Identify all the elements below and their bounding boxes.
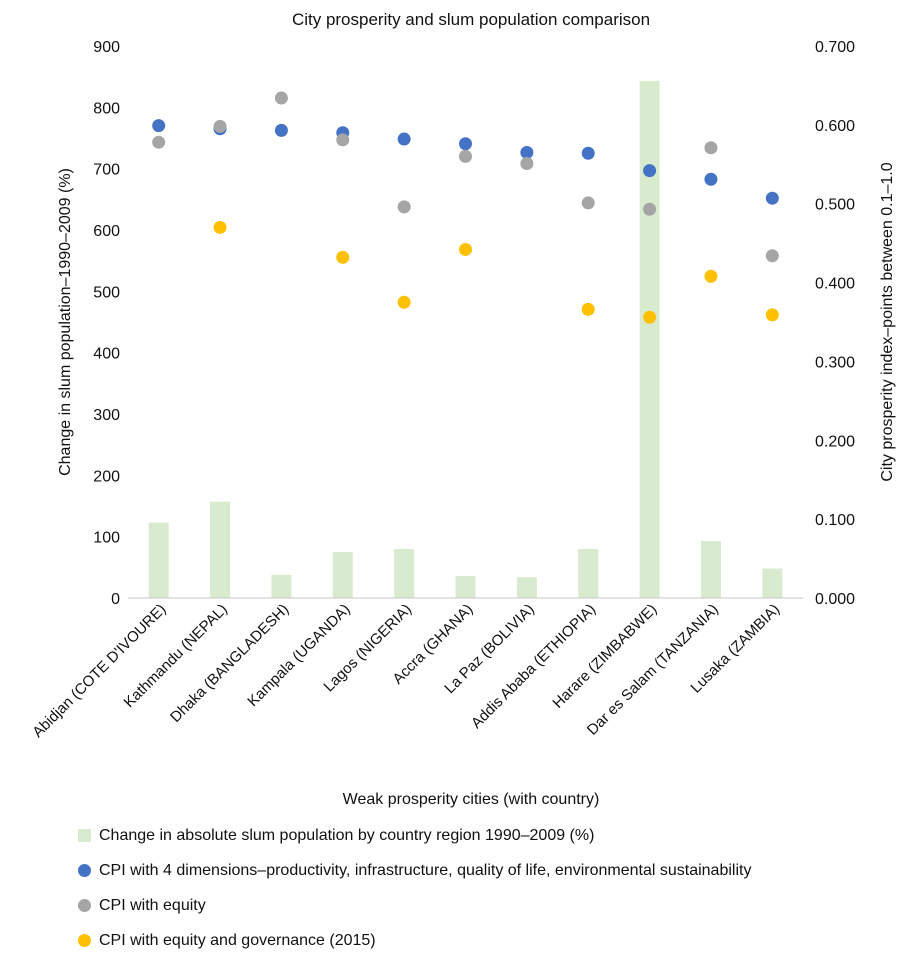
data-point[interactable]	[520, 145, 534, 159]
legend-item-cpi-equity-governance[interactable]: CPI with equity and governance (2015)	[78, 923, 898, 958]
plot-layer: 0 100 200 300 400 500 600 700 800 900 0.000 0.100 0.…	[29, 39, 855, 741]
data-point[interactable]	[765, 191, 779, 205]
y-tick-label-left: 900	[93, 39, 120, 56]
chart-area: City prosperity and slum population comp…	[29, 10, 896, 808]
data-point[interactable]	[152, 135, 166, 149]
y-tick-label-left: 500	[93, 284, 120, 301]
y-tick-label-left: 600	[93, 223, 120, 240]
bar[interactable]	[762, 568, 783, 598]
y-tick-label-left: 300	[93, 407, 120, 424]
data-point[interactable]	[152, 119, 166, 133]
y-tick-label-left: 400	[93, 346, 120, 363]
data-point[interactable]	[704, 172, 718, 186]
data-point[interactable]	[765, 308, 779, 322]
data-point[interactable]	[765, 249, 779, 263]
legend-item-slum-change[interactable]: Change in absolute slum population by co…	[78, 818, 898, 853]
bar[interactable]	[639, 80, 660, 598]
x-tick-label: Harare (ZIMBABWE)	[549, 601, 660, 712]
y-tick-label-right: 0.000	[815, 591, 855, 608]
y-tick-label-left: 700	[93, 162, 120, 179]
y-tick-label-right: 0.400	[815, 276, 855, 293]
y-tick-label-right: 0.100	[815, 512, 855, 529]
x-tick-label: Addis Ababa (ETHIOPIA)	[468, 601, 599, 732]
x-tick-label: Dhaka (BANGLADESH)	[167, 601, 292, 726]
y-tick-label-right: 0.600	[815, 118, 855, 135]
data-point[interactable]	[520, 156, 534, 170]
bar[interactable]	[332, 552, 353, 598]
legend-label: CPI with 4 dimensions–productivity, infr…	[99, 861, 752, 879]
data-point[interactable]	[581, 302, 595, 316]
y-tick-label-left: 0	[111, 591, 120, 608]
x-axis-label: Weak prosperity cities (with country)	[343, 791, 600, 808]
x-tick-label: Kampala (UGANDA)	[244, 601, 353, 710]
legend-item-cpi-equity[interactable]: CPI with equity	[78, 888, 898, 923]
y-tick-label-right: 0.200	[815, 433, 855, 450]
data-point[interactable]	[397, 200, 411, 214]
data-point[interactable]	[274, 91, 288, 105]
data-point[interactable]	[397, 132, 411, 146]
y-tick-label-left: 100	[93, 530, 120, 547]
data-point[interactable]	[704, 141, 718, 155]
data-point[interactable]	[459, 137, 472, 151]
chart-title: City prosperity and slum population comp…	[292, 10, 650, 29]
legend-swatch-blue-dot	[78, 864, 91, 877]
legend-item-cpi-4-dimensions[interactable]: CPI with 4 dimensions–productivity, infr…	[78, 853, 898, 888]
data-point[interactable]	[397, 295, 411, 309]
y-axis-right-label: City prosperity index–points between 0.1…	[879, 162, 896, 481]
legend: Change in absolute slum population by co…	[78, 818, 898, 958]
y-tick-label-left: 200	[93, 468, 120, 485]
data-point[interactable]	[213, 220, 227, 234]
legend-swatch-bar	[78, 829, 91, 842]
data-point[interactable]	[704, 269, 718, 283]
legend-swatch-yellow-dot	[78, 934, 91, 947]
y-axis-left-label: Change in slum population–1990–2009 (%)	[57, 168, 74, 476]
legend-label: Change in absolute slum population by co…	[99, 826, 595, 844]
bar[interactable]	[455, 575, 476, 598]
data-point[interactable]	[581, 146, 595, 160]
y-tick-label-left: 800	[93, 100, 120, 117]
data-point[interactable]	[213, 119, 227, 133]
bar[interactable]	[148, 522, 169, 598]
data-point[interactable]	[459, 242, 472, 256]
x-tick-label: Kathmandu (NEPAL)	[121, 601, 231, 711]
bar[interactable]	[516, 577, 537, 598]
data-point[interactable]	[643, 202, 657, 216]
data-point[interactable]	[336, 133, 350, 147]
bar[interactable]	[271, 574, 292, 598]
legend-label: CPI with equity and governance (2015)	[99, 931, 376, 949]
data-point[interactable]	[643, 164, 657, 178]
data-point[interactable]	[581, 196, 595, 210]
data-point[interactable]	[459, 149, 472, 163]
data-point[interactable]	[643, 310, 657, 324]
y-tick-label-right: 0.500	[815, 197, 855, 214]
bar[interactable]	[578, 548, 599, 598]
data-point[interactable]	[336, 250, 350, 264]
bar[interactable]	[394, 548, 415, 598]
data-point[interactable]	[274, 123, 288, 137]
y-tick-label-right: 0.300	[815, 354, 855, 371]
legend-swatch-gray-dot	[78, 899, 91, 912]
y-tick-label-right: 0.700	[815, 39, 855, 56]
bar[interactable]	[210, 501, 231, 598]
legend-label: CPI with equity	[99, 896, 206, 914]
bar[interactable]	[700, 540, 721, 598]
